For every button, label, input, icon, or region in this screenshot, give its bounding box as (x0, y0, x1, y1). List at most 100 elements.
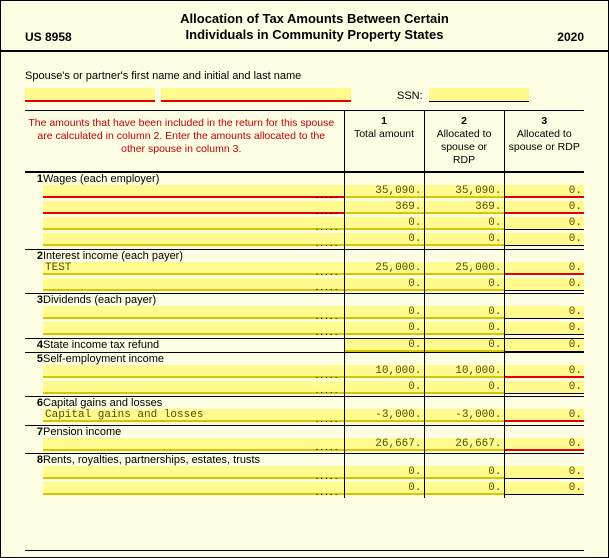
form-title-l2: Individuals in Community Property States (186, 27, 444, 42)
amount-c2[interactable]: 26,667. (425, 438, 504, 451)
desc-input[interactable] (43, 365, 344, 378)
amount-c1[interactable]: 0. (345, 466, 424, 479)
amount-c3[interactable]: 0. (505, 306, 585, 319)
amount-c3[interactable]: 0. (505, 217, 585, 230)
amount-c3[interactable]: 0. (505, 409, 585, 422)
form-title-l1: Allocation of Tax Amounts Between Certai… (180, 11, 449, 26)
desc-input[interactable] (43, 278, 344, 291)
amount-c3[interactable]: 0. (505, 381, 585, 394)
amount-c1[interactable]: 0. (345, 306, 424, 319)
section-number: 7 (25, 425, 43, 438)
leader-dots: ..... (316, 282, 340, 293)
form-title: Allocation of Tax Amounts Between Certai… (105, 11, 524, 44)
amount-c1[interactable]: 0. (345, 381, 424, 394)
leader-dots: ..... (316, 370, 340, 381)
amount-c3[interactable]: 0. (505, 185, 585, 198)
col1-header: 1Total amount (345, 111, 424, 145)
leader-dots: ..... (316, 327, 340, 338)
desc-input[interactable] (43, 306, 344, 319)
amount-c2[interactable]: -3,000. (425, 409, 504, 422)
section-number: 3 (25, 294, 43, 307)
leader-dots: ..... (316, 414, 340, 425)
amount-c2[interactable]: 0. (425, 482, 504, 495)
desc-input[interactable]: Capital gains and losses (43, 409, 344, 422)
section-label: Dividends (each payer) (43, 294, 344, 307)
amount-c2[interactable]: 369. (425, 201, 504, 214)
amount-c1[interactable]: 26,667. (345, 438, 424, 451)
leader-dots: ..... (316, 267, 340, 278)
name-block: Spouse's or partner's first name and ini… (1, 52, 608, 106)
section-number: 6 (25, 397, 43, 410)
amount-c3[interactable]: 0. (505, 339, 585, 352)
first-name-input[interactable] (25, 88, 155, 102)
desc-input[interactable] (43, 482, 344, 495)
leader-dots: ..... (316, 222, 340, 233)
amount-c3[interactable]: 0. (505, 438, 585, 451)
section-label: State income tax refund (43, 338, 344, 352)
amount-c2[interactable]: 0. (425, 217, 504, 230)
amount-c3[interactable]: 0. (505, 278, 585, 291)
amount-c1[interactable]: 0. (345, 339, 424, 352)
amount-c1[interactable]: 35,090. (345, 185, 424, 198)
section-number: 1 (25, 172, 43, 185)
amount-c3[interactable]: 0. (505, 322, 585, 335)
amount-c2[interactable]: 0. (425, 466, 504, 479)
amount-c1[interactable]: 25,000. (345, 262, 424, 275)
desc-input[interactable] (43, 381, 344, 394)
last-name-input[interactable] (161, 88, 351, 102)
section-label: Wages (each employer) (43, 172, 344, 185)
col2-header: 2Allocated to spouse or RDP (425, 111, 504, 172)
desc-input[interactable] (43, 322, 344, 335)
amount-c1[interactable]: 0. (345, 278, 424, 291)
leader-dots: ..... (316, 471, 340, 482)
ssn-input[interactable] (429, 88, 529, 102)
amount-c3[interactable]: 0. (505, 466, 585, 479)
section-label: Capital gains and losses (43, 397, 344, 410)
amount-c2[interactable]: 25,000. (425, 262, 504, 275)
amount-c2[interactable]: 0. (425, 381, 504, 394)
form-code: US 8958 (25, 30, 105, 44)
section-label: Self-employment income (43, 352, 344, 365)
section-number: 5 (25, 352, 43, 365)
col3-header: 3Allocated to spouse or RDP (505, 111, 585, 158)
desc-input[interactable] (43, 201, 344, 214)
amount-c2[interactable]: 0. (425, 339, 504, 352)
form-header: US 8958 Allocation of Tax Amounts Betwee… (1, 1, 608, 52)
amount-c1[interactable]: 0. (345, 233, 424, 246)
amount-c1[interactable]: 369. (345, 201, 424, 214)
amount-c2[interactable]: 10,000. (425, 365, 504, 378)
amount-c3[interactable]: 0. (505, 201, 585, 214)
desc-input[interactable] (43, 233, 344, 246)
leader-dots: ..... (316, 206, 340, 217)
amount-c1[interactable]: 0. (345, 482, 424, 495)
desc-input[interactable] (43, 438, 344, 451)
amount-c2[interactable]: 0. (425, 322, 504, 335)
amount-c3[interactable]: 0. (505, 262, 585, 275)
ssn-label: SSN: (397, 90, 423, 102)
header-instructions: The amounts that have been included in t… (25, 111, 344, 160)
desc-input[interactable] (43, 185, 344, 198)
section-number: 2 (25, 249, 43, 262)
leader-dots: ..... (316, 385, 340, 396)
section-number: 4 (25, 338, 43, 352)
amount-c1[interactable]: 0. (345, 217, 424, 230)
desc-input[interactable]: TEST (43, 262, 344, 275)
amount-c3[interactable]: 0. (505, 365, 585, 378)
section-label: Rents, royalties, partnerships, estates,… (43, 454, 344, 467)
amount-c2[interactable]: 0. (425, 306, 504, 319)
amount-c2[interactable]: 0. (425, 233, 504, 246)
desc-input[interactable] (43, 217, 344, 230)
allocation-table: The amounts that have been included in t… (25, 110, 584, 499)
section-label: Interest income (each payer) (43, 249, 344, 262)
amount-c2[interactable]: 35,090. (425, 185, 504, 198)
amount-c1[interactable]: 10,000. (345, 365, 424, 378)
desc-input[interactable] (43, 466, 344, 479)
amount-c1[interactable]: 0. (345, 322, 424, 335)
amount-c3[interactable]: 0. (505, 482, 585, 495)
bottom-rule (25, 550, 584, 551)
amount-c2[interactable]: 0. (425, 278, 504, 291)
leader-dots: ..... (316, 442, 340, 453)
leader-dots: ..... (316, 487, 340, 498)
amount-c1[interactable]: -3,000. (345, 409, 424, 422)
amount-c3[interactable]: 0. (505, 233, 585, 246)
